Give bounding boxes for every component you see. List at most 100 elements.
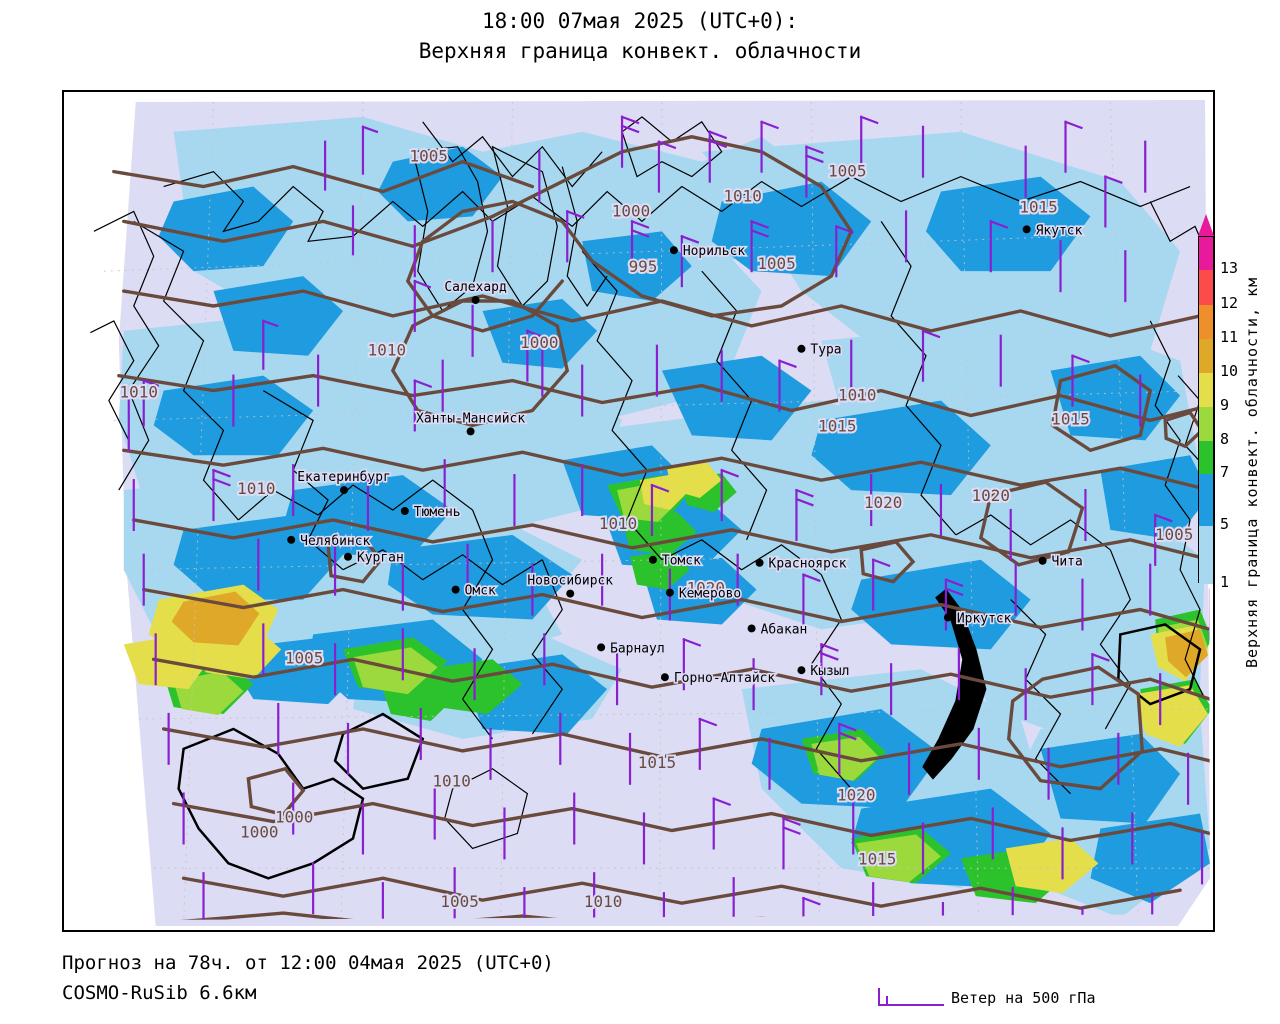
colorbar-tick-13: 13 [1220,259,1239,277]
city-dot [665,588,674,597]
isobars [112,135,1211,921]
isobar-label: 1010 [368,341,406,360]
coastlines-and-borders [75,116,1211,880]
city-label: Кызыл [810,664,849,679]
isobar-label: 1015 [638,753,676,772]
city-label: Иркутск [957,611,1012,626]
colorbar-segment-5 [1199,474,1213,526]
model-name: COSMO-RuSib 6.6км [62,982,257,1004]
wind-barb-icon [878,988,944,1006]
title-field-name: Верхняя граница конвект. облачности [418,39,862,63]
city-label: Барнаул [610,641,665,656]
city-label-halo: Горно-Алтайск [674,671,776,686]
colorbar-gradient [1198,236,1214,584]
city-dot [1038,556,1047,565]
isobar-label-halo: 1000 [275,808,313,827]
city-label: Якутск [1036,223,1083,238]
city-dot [597,643,606,652]
isobar-label-halo: 1000 [612,201,650,220]
isobar-label-halo: 1015 [1019,197,1057,216]
footer: Прогноз на 78ч. от 12:00 04мая 2025 (UTC… [62,948,554,1008]
city-label-halo: Челябинск [300,534,370,549]
colorbar-tick-7: 7 [1220,463,1230,481]
isobar-labels: 1005100510101010101510151000100010051005… [118,145,1196,913]
isobar-label: 1005 [828,162,866,181]
city-label: Тюмень [414,505,461,520]
forecast-info: Прогноз на 78ч. от 12:00 04мая 2025 (UTC… [62,952,554,974]
city-dot [648,555,657,564]
colorbar-segment-12 [1199,270,1213,305]
isobar-label-halo: 1000 [240,822,278,841]
city-label-halo: Кемерово [679,587,741,602]
isobar-label: 1010 [838,386,876,405]
colorbar-segment-7 [1199,441,1213,474]
city-label: Чита [1052,555,1083,570]
isobar-label: 1010 [237,479,275,498]
isobar-label: 1020 [972,486,1010,505]
isobar-label: 1010 [599,514,637,533]
isobar-label-halo: 1000 [520,333,558,352]
colorbar[interactable]: 13 12 11 10 9 8 7 5 1 [1196,214,1280,590]
isobar-label-halo: 1010 [432,772,470,791]
city-dot [660,673,669,682]
isobar-label: 1010 [584,892,622,911]
city-label-halo: Чита [1052,555,1083,570]
isobar-label: 1020 [837,786,875,805]
isobar-label-halo: 1020 [837,786,875,805]
city-dot [344,552,352,561]
isobar-label: 1010 [723,186,761,205]
isobar-label: 1020 [687,579,725,598]
isobar-label-halo: 1015 [638,753,676,772]
graticule [103,101,1211,921]
city-markers: ЯкутскЯкутскНорильскНорильскСалехардСале… [287,222,1084,688]
weather-map[interactable]: 1005 1005 1010 1010 1015 1015 1000 1000 1005 1005… [62,90,1215,932]
wind-legend-label: Ветер на 500 гПа [951,989,1096,1007]
isobar-label-halo: 1005 [410,147,448,166]
colorbar-overflow-arrow [1198,214,1214,236]
colorbar-segment-9 [1199,373,1213,407]
isobar-label-halo: 1015 [818,416,856,435]
city-label-halo: Ханты-Мансийск [416,411,525,426]
city-dot [566,589,575,598]
city-dot [669,246,678,255]
city-dot [451,585,460,594]
city-dot [943,613,952,622]
colorbar-segment-1 [1199,526,1213,584]
city-label: Кемерово [679,587,741,602]
city-label: Тура [810,343,841,358]
isobar-label: 995 [629,257,658,276]
title-valid-time: 18:00 07мая 2025 (UTC+0): [481,9,799,33]
city-label-halo: Новосибирск [527,574,613,589]
city-label: Норильск [683,244,746,259]
isobar-label-halo: 1020 [864,493,902,512]
city-label: Омск [465,584,496,599]
isobar-label: 1000 [240,822,278,841]
isobar-label-halo: 1010 [237,479,275,498]
isobar-label: 1000 [275,808,313,827]
city-dot [755,558,764,567]
isobar-label-halo: 1005 [1155,525,1193,544]
isobar-label: 1005 [285,648,323,667]
colorbar-tick-12: 12 [1220,294,1239,312]
isobar-label-halo: 1020 [972,486,1010,505]
isobar-label: 1015 [818,416,856,435]
city-label-halo: Красноярск [769,557,847,572]
map-canvas: 1005100510101010101510151000100010051005… [64,92,1213,930]
city-label-halo: Омск [465,584,496,599]
city-label-halo: Якутск [1036,223,1083,238]
isobar-label-halo: 1010 [838,386,876,405]
city-label: Салехард [444,280,507,295]
isobar-label-halo: 1005 [440,892,478,911]
isobar-label: 1005 [757,254,795,273]
isobar-label: 1015 [1019,197,1057,216]
city-dot [466,427,475,436]
isobar-label: 1010 [120,383,158,402]
city-label-halo: Абакан [761,622,808,637]
isobar-label-halo: 1005 [757,254,795,273]
city-label-halo: Барнаул [610,641,665,656]
page-title: 18:00 07мая 2025 (UTC+0): Верхняя границ… [0,6,1280,66]
isobar-label-halo: 1005 [828,162,866,181]
isobar-label: 1005 [410,147,448,166]
city-dot [287,535,296,544]
city-label-halo: Тура [810,343,841,358]
